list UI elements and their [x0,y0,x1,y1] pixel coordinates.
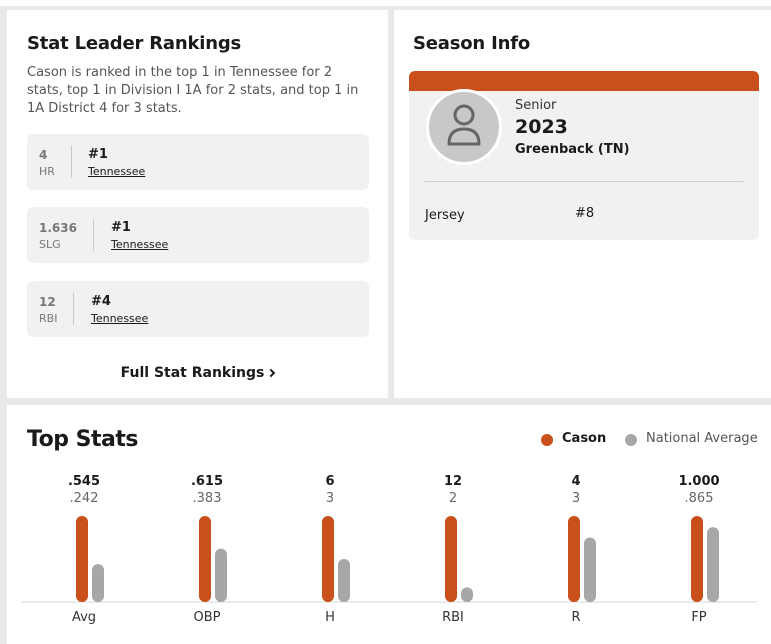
ranking-scope-link[interactable]: Tennessee [111,238,169,251]
season-info-card: Season Info Senior 2023 Greenback (TN) J… [394,10,771,398]
x-tick-label: R [571,610,580,625]
ranking-row-rbi: 12 RBI #4 Tennessee [27,281,369,337]
ranking-position: #1 [111,220,131,235]
ranking-stat-abbr: HR [39,165,55,178]
ranking-value: 4 [39,148,48,162]
x-tick-label: OBP [194,610,221,625]
bar-national-rbi [461,587,473,602]
legend-national-swatch [625,434,637,446]
data-label-national: 3 [326,491,334,506]
avatar [426,89,502,165]
jersey-label: Jersey [425,208,465,223]
full-stat-rankings-link[interactable]: Full Stat Rankings [7,365,388,381]
rankings-description: Cason is ranked in the top 1 in Tennesse… [27,65,359,116]
data-label-player: .615 [191,474,223,489]
bar-national-r [584,537,596,602]
data-label-player: 4 [571,474,580,489]
ranking-scope-link[interactable]: Tennessee [88,165,146,178]
bar-player-h [322,516,334,602]
top-strip [0,0,771,6]
legend-player-swatch [541,434,553,446]
x-tick-label: Avg [72,610,96,625]
data-label-player: 6 [325,474,334,489]
data-label-national: .865 [685,491,714,506]
x-tick-label: FP [691,610,706,625]
data-label-national: 3 [572,491,580,506]
data-label-national: 2 [449,491,457,506]
season-accent-band [409,71,759,91]
ranking-value: 1.636 [39,221,77,235]
data-label-player: 12 [444,474,462,489]
bar-player-rbi [445,516,457,602]
user-icon [447,104,481,146]
ranking-value: 12 [39,295,56,309]
bar-player-obp [199,516,211,602]
x-tick-label: H [325,610,335,625]
bar-national-avg [92,564,104,602]
jersey-value: #8 [575,206,595,221]
top-stats-chart: .545 .242 Avg .615 .383 OBP 6 3 H 12 2 RBI 4 3 R 1.000.… [22,474,757,625]
data-label-national: .242 [70,491,99,506]
bar-player-fp [691,516,703,602]
bar-national-obp [215,548,227,602]
ranking-position: #4 [91,294,111,309]
ranking-position: #1 [88,147,108,162]
ranking-stat-abbr: RBI [39,312,58,325]
bar-player-r [568,516,580,602]
data-label-player: .545 [68,474,100,489]
bar-player-avg [76,516,88,602]
stat-leader-rankings-card: Stat Leader Rankings Cason is ranked in … [7,10,388,398]
top-stats-title: Top Stats [27,427,138,452]
season-year: 2023 [515,116,568,138]
divider [425,181,743,182]
legend-player-label: Cason [562,431,607,446]
chevron-right-icon [267,368,276,378]
season-class-label: Senior [515,98,557,113]
ranking-divider [73,293,74,325]
data-label-national: .383 [193,491,222,506]
x-tick-label: RBI [442,610,464,625]
season-school: Greenback (TN) [515,142,630,157]
ranking-divider [93,219,94,251]
season-title: Season Info [413,33,530,54]
ranking-scope-link[interactable]: Tennessee [91,312,149,325]
rankings-title: Stat Leader Rankings [27,33,242,54]
ranking-stat-abbr: SLG [39,238,61,251]
season-box: Senior 2023 Greenback (TN) Jersey #8 [409,71,759,240]
top-stats-card: Top Stats Cason National Average .545 .24… [7,405,771,644]
data-label-player: 1.000 [678,474,719,489]
bar-national-h [338,559,350,602]
full-stat-rankings-label: Full Stat Rankings [120,365,265,381]
legend-national-label: National Average [646,431,758,446]
ranking-divider [71,146,72,178]
ranking-row-slg: 1.636 SLG #1 Tennessee [27,207,369,263]
ranking-row-hr: 4 HR #1 Tennessee [27,134,369,190]
bar-national-fp [707,527,719,602]
